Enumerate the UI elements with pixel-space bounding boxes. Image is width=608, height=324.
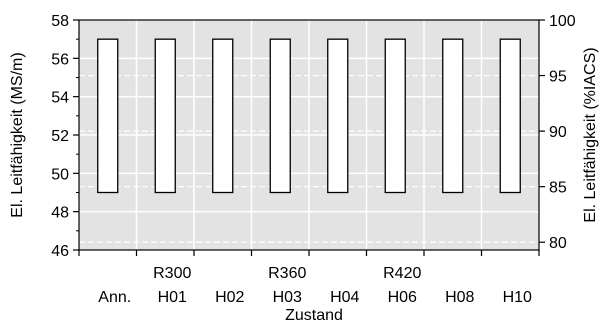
x-tick-label: H04 (330, 289, 359, 306)
x-tick-label: H01 (158, 289, 187, 306)
bar (269, 38, 291, 194)
bar (499, 38, 521, 194)
x-tick-label-top: R300 (153, 265, 191, 282)
x-tick-label-top: R360 (268, 265, 306, 282)
bar (212, 38, 234, 194)
x-tick-label: H03 (273, 289, 302, 306)
x-tick-label: Ann. (98, 289, 131, 306)
x-tick-label-top: R420 (383, 265, 421, 282)
y2-tick-label: 100 (549, 13, 576, 30)
bar (384, 38, 406, 194)
bar (97, 38, 119, 194)
bar (442, 38, 464, 194)
y-axis-label: El. Leitfähigkeit (MS/m) (9, 52, 26, 217)
axes: 46 48 50 52 54 56 58 80 85 90 95 100 Ann. R300 H01 H02 R… (51, 13, 576, 306)
y-tick-label: 46 (51, 243, 69, 260)
y-tick-label: 54 (51, 90, 69, 107)
y-tick-label: 52 (51, 128, 69, 145)
bar (154, 38, 176, 194)
y2-tick-label: 95 (549, 69, 567, 86)
y-tick-label: 56 (51, 51, 69, 68)
y2-axis-label: El. Leitfähigkeit (%IACS) (582, 47, 599, 222)
bar (327, 38, 349, 194)
y-tick-label: 58 (51, 13, 69, 30)
y2-tick-label: 90 (549, 124, 567, 141)
y2-tick-label: 80 (549, 235, 567, 252)
x-tick-label: H06 (388, 289, 417, 306)
x-axis-label: Zustand (285, 307, 343, 324)
x-tick-label: H08 (445, 289, 474, 306)
y-tick-label: 48 (51, 205, 69, 222)
y-tick-label: 50 (51, 166, 69, 183)
x-tick-label: H10 (503, 289, 532, 306)
y2-tick-label: 85 (549, 180, 567, 197)
x-tick-label: H02 (215, 289, 244, 306)
bars (97, 38, 521, 194)
